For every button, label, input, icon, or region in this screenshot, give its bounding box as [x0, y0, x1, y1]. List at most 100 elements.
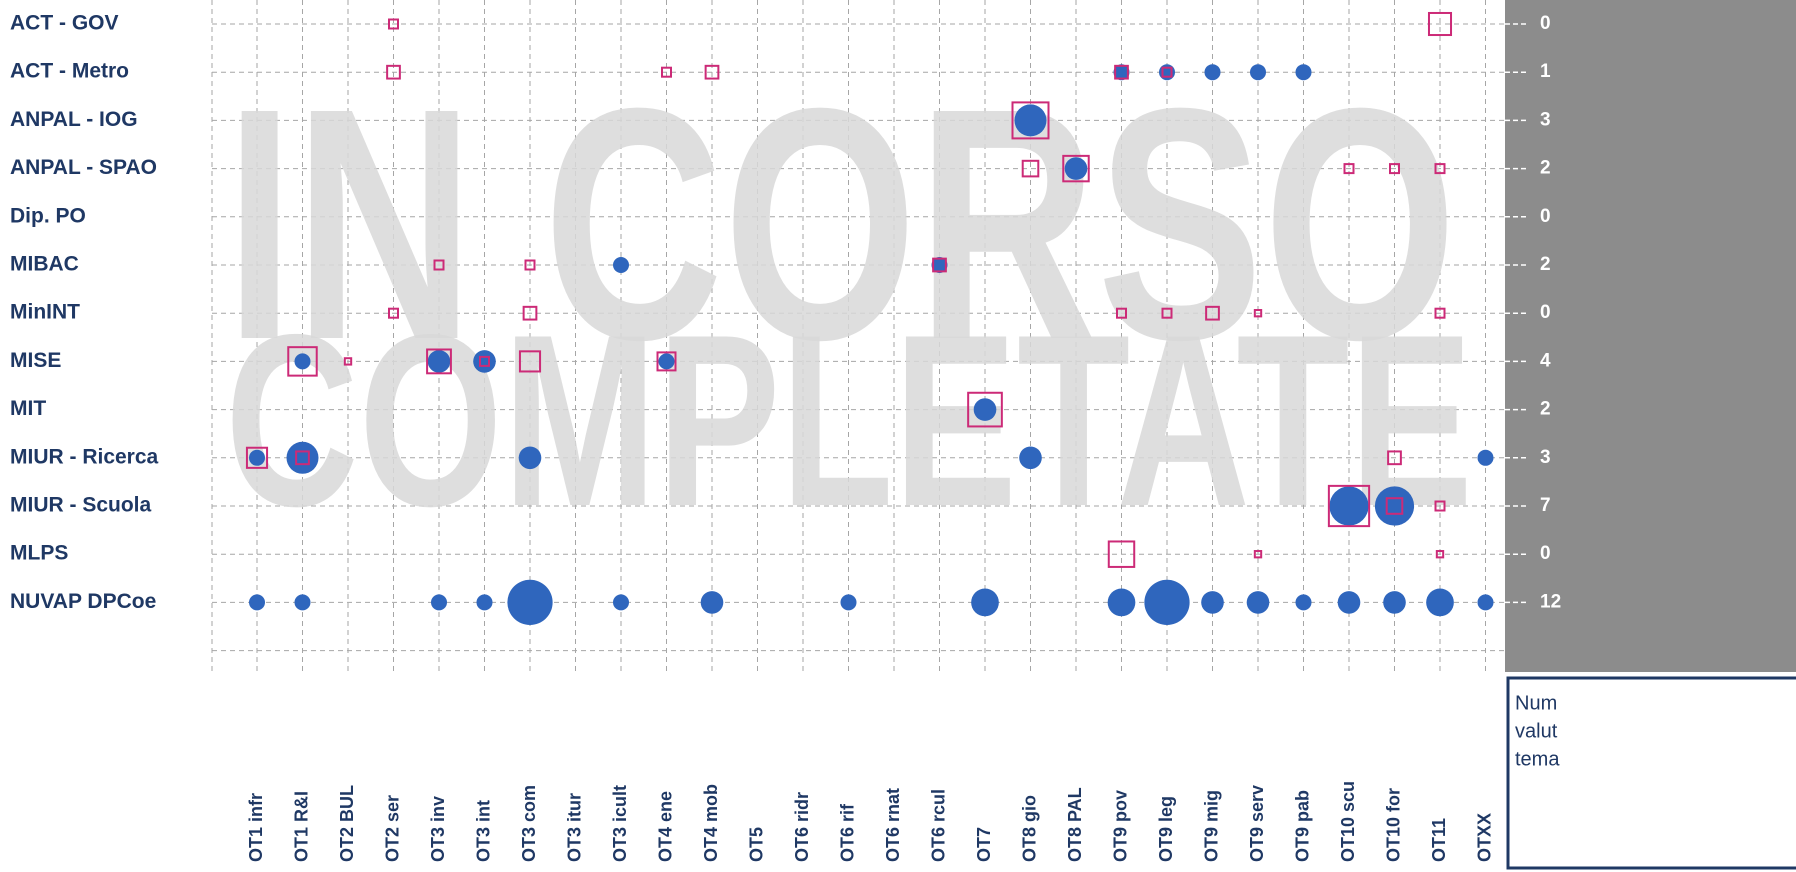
square-marker [932, 257, 947, 273]
bubble [1250, 64, 1266, 81]
column-label: OT7 [974, 827, 994, 862]
labels: OT1 infr OT1 R&I OT2 BUL OT2 ser OT3 inv OT3 … [10, 12, 1561, 862]
note-line: Num [1515, 692, 1557, 714]
square-marker [1107, 540, 1136, 568]
column-label: OT3 com [519, 785, 539, 862]
square-marker [426, 348, 452, 375]
column-label: OT2 ser [382, 795, 402, 862]
bubble [1201, 591, 1224, 614]
total-label: 0 [1540, 13, 1551, 34]
bubble [1204, 64, 1221, 81]
bubble [1246, 591, 1270, 614]
total-label: 2 [1540, 399, 1551, 420]
column-label: OT9 pov [1110, 790, 1130, 862]
bubble [249, 449, 265, 466]
row-label: ACT - Metro [10, 60, 129, 83]
bubble [973, 398, 997, 421]
column-label: OT2 BUL [337, 785, 357, 862]
square-marker [1161, 307, 1173, 319]
square-marker [656, 351, 677, 372]
total-label: 3 [1540, 447, 1551, 468]
row-label: ANPAL - SPAO [10, 156, 157, 179]
total-label: 0 [1540, 302, 1551, 323]
square-marker [245, 446, 269, 469]
bubble [1159, 64, 1175, 81]
row-label: NUVAP DPCoe [10, 590, 156, 613]
bubble [1383, 591, 1406, 614]
bubble [249, 594, 265, 611]
column-label: OT1 R&I [291, 791, 311, 862]
square-marker [704, 64, 720, 80]
bubble [476, 594, 493, 611]
row-label: Dip. PO [10, 204, 86, 227]
column-label: OT6 rif [837, 803, 857, 862]
bubble [294, 594, 311, 611]
total-label: 0 [1540, 206, 1551, 227]
bubble [518, 446, 542, 470]
square-marker [1116, 307, 1127, 319]
square-marker [1062, 154, 1090, 183]
column-label: OT6 rcul [928, 789, 948, 862]
series-label: COMPLETATE [225, 283, 1473, 557]
bubble [931, 257, 948, 273]
total-label: 2 [1540, 254, 1551, 275]
column-label: OT3 int [473, 800, 493, 862]
square-marker [1343, 163, 1355, 175]
square-marker [661, 66, 672, 78]
row-label: ANPAL - IOG [10, 108, 138, 131]
bubble [473, 350, 496, 373]
row-label: MIT [10, 397, 46, 420]
bubble [613, 594, 629, 611]
square-marker [388, 18, 399, 30]
square-marker [1434, 307, 1446, 319]
square-marker [1011, 101, 1050, 140]
note-line: valut [1515, 720, 1558, 742]
bubble [1295, 64, 1312, 81]
bubble [1107, 588, 1136, 617]
row-label: MIUR - Scuola [10, 494, 151, 517]
column-label: OT6 rnat [883, 788, 903, 862]
column-label: OT9 mig [1201, 790, 1221, 862]
column-label: OT4 mob [701, 784, 721, 862]
marks [245, 11, 1494, 626]
total-label: 7 [1540, 495, 1551, 516]
square-marker [295, 450, 310, 466]
column-label: OT10 scu [1338, 781, 1358, 862]
column-label: OT8 gio [1019, 795, 1039, 862]
total-label: 4 [1540, 350, 1551, 371]
square-marker [1021, 159, 1040, 178]
column-label: OT11 [1429, 818, 1449, 862]
column-label: OT3 itur [564, 793, 584, 862]
totals-panel [1505, 0, 1796, 672]
column-label: OT9 leg [1156, 796, 1176, 862]
square-marker [1435, 550, 1445, 559]
column-label: OT9 serv [1247, 785, 1267, 862]
bubble [1019, 446, 1042, 470]
bubble [427, 350, 451, 373]
square-marker [1434, 163, 1446, 175]
square-marker [1161, 66, 1173, 78]
square-marker [1434, 500, 1446, 512]
bubble [700, 591, 724, 614]
bubble [507, 579, 553, 626]
bubble [1144, 579, 1190, 626]
square-marker [386, 64, 401, 80]
square-marker [518, 350, 542, 373]
square-marker [1427, 11, 1453, 37]
total-label: 3 [1540, 109, 1551, 130]
row-label: MinINT [10, 301, 80, 324]
column-label: OT9 pab [1292, 790, 1312, 862]
series-label: IN CORSO [225, 39, 1457, 408]
column-label: OT10 for [1383, 788, 1403, 862]
square-marker [287, 346, 318, 377]
bubble [1477, 449, 1494, 466]
square-marker [1385, 497, 1404, 515]
bubble [1337, 591, 1361, 614]
column-label: OT1 infr [246, 793, 266, 862]
square-marker [1327, 484, 1371, 528]
bubble [1014, 104, 1047, 137]
column-label: OT3 inv [428, 796, 448, 862]
row-label: MISE [10, 349, 61, 372]
bubble [1113, 64, 1130, 81]
square-marker [343, 357, 353, 366]
